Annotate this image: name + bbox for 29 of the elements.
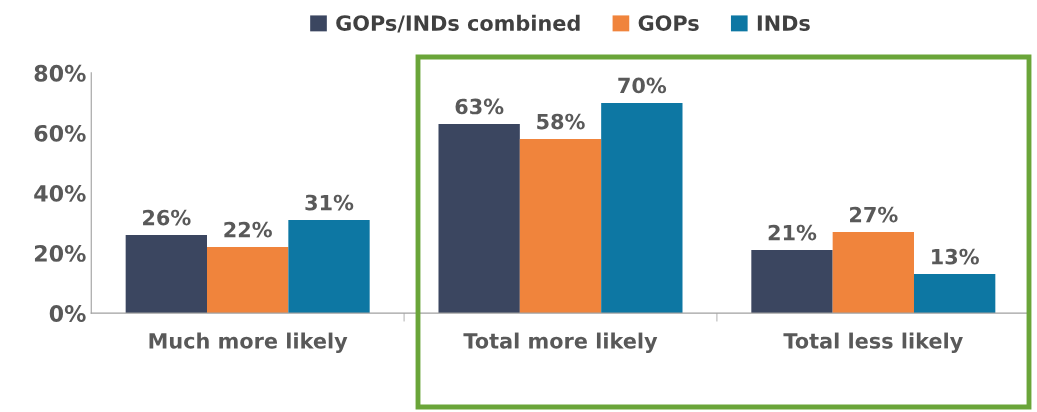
bar	[913, 274, 996, 314]
bar	[832, 232, 914, 314]
legend-label: INDs	[757, 15, 810, 31]
bar	[438, 123, 520, 314]
x-tick-label: Total less likely	[783, 332, 963, 353]
y-tick-label: 40%	[34, 184, 86, 202]
text: 58%	[537, 113, 585, 130]
legend-label: GOPs	[638, 15, 699, 31]
y-tick-label: 80%	[34, 64, 86, 82]
legend-label: GOPs/INDs combined	[336, 14, 580, 33]
text: 31%	[305, 194, 354, 211]
bar	[751, 250, 833, 314]
y-tick-label: 20%	[34, 245, 86, 262]
bar	[207, 247, 289, 314]
bar	[519, 138, 602, 314]
text: 21%	[768, 224, 817, 241]
text: 70%	[618, 77, 667, 94]
y-tick-label: 0%	[49, 305, 86, 322]
text: 63%	[455, 98, 504, 115]
text: 13%	[932, 248, 979, 265]
y-tick-label: 60%	[34, 124, 86, 142]
bar	[125, 235, 207, 314]
bar	[601, 102, 683, 314]
text: 26%	[143, 209, 191, 226]
text: 22%	[224, 221, 272, 238]
x-tick-label: Much more likely	[149, 332, 348, 353]
text: 27%	[850, 206, 898, 223]
x-tick-label: Total more likely	[463, 332, 658, 353]
bar	[288, 220, 370, 314]
